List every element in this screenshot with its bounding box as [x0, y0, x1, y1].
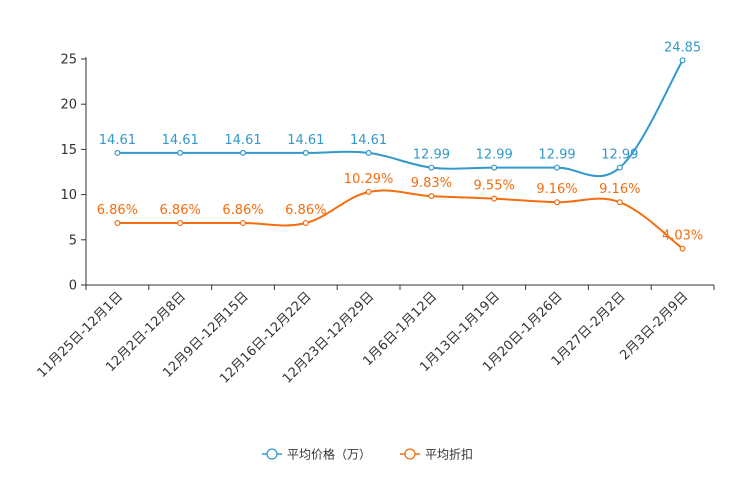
data-point	[553, 199, 560, 206]
data-point	[491, 164, 498, 171]
data-label: 6.86%	[222, 203, 263, 218]
data-labels: 14.61 14.61 14.61 14.61 14.61 12.99 12.99 12.99…	[97, 40, 704, 243]
data-label: 10.29%	[344, 172, 394, 187]
data-point	[491, 195, 498, 202]
y-axis: 0 5 10 15 20 25	[60, 53, 87, 294]
data-label: 14.61	[224, 133, 261, 148]
data-label: 9.16%	[536, 182, 577, 197]
data-label: 14.61	[99, 133, 136, 148]
data-label: 9.83%	[411, 176, 452, 191]
data-label: 6.86%	[97, 203, 138, 218]
legend-marker-icon	[404, 448, 416, 460]
data-label: 14.61	[350, 133, 387, 148]
data-label: 9.16%	[599, 182, 640, 197]
x-tick-label: 2月3日-2月9日	[617, 289, 691, 363]
data-point	[679, 57, 686, 64]
legend-item-1[interactable]: 平均折扣	[400, 447, 473, 462]
data-label: 4.03%	[662, 229, 703, 244]
data-label: 12.99	[413, 148, 450, 163]
legend-marker-icon	[266, 448, 278, 460]
data-point	[177, 219, 184, 226]
y-tick-label: 20	[60, 98, 77, 113]
data-point	[302, 149, 309, 156]
data-point	[240, 149, 247, 156]
data-point	[428, 164, 435, 171]
data-label: 12.99	[476, 148, 513, 163]
data-point	[365, 188, 372, 195]
data-label: 12.99	[538, 148, 575, 163]
data-point	[616, 199, 623, 206]
series-line-1	[117, 189, 684, 250]
data-point	[616, 164, 623, 171]
data-label: 6.86%	[160, 203, 201, 218]
data-label: 12.99	[601, 148, 638, 163]
data-point	[114, 219, 121, 226]
data-point	[114, 149, 121, 156]
data-label: 24.85	[664, 40, 701, 55]
data-point	[553, 164, 560, 171]
data-point	[428, 193, 435, 200]
data-label: 9.55%	[474, 179, 515, 194]
legend[interactable]: 平均价格（万） 平均折扣	[262, 447, 473, 462]
y-tick-label: 0	[69, 279, 77, 294]
legend-label: 平均价格（万）	[287, 447, 371, 462]
series-points	[114, 57, 686, 252]
data-point	[365, 149, 372, 156]
data-point	[679, 245, 686, 252]
data-point	[302, 219, 309, 226]
data-point	[177, 149, 184, 156]
data-label: 6.86%	[285, 203, 326, 218]
legend-label: 平均折扣	[425, 447, 473, 462]
y-tick-label: 15	[60, 143, 77, 158]
data-label: 14.61	[287, 133, 324, 148]
series-line-0	[117, 59, 684, 178]
legend-item-0[interactable]: 平均价格（万）	[262, 447, 371, 462]
y-tick-label: 25	[60, 53, 77, 68]
data-label: 14.61	[162, 133, 199, 148]
x-axis: 11月25日-12月1日12月2日-12月8日12月9日-12月15日12月16…	[35, 284, 715, 387]
data-point	[240, 219, 247, 226]
y-tick-label: 10	[60, 188, 77, 203]
series-lines	[117, 59, 684, 250]
y-tick-label: 5	[69, 233, 77, 248]
